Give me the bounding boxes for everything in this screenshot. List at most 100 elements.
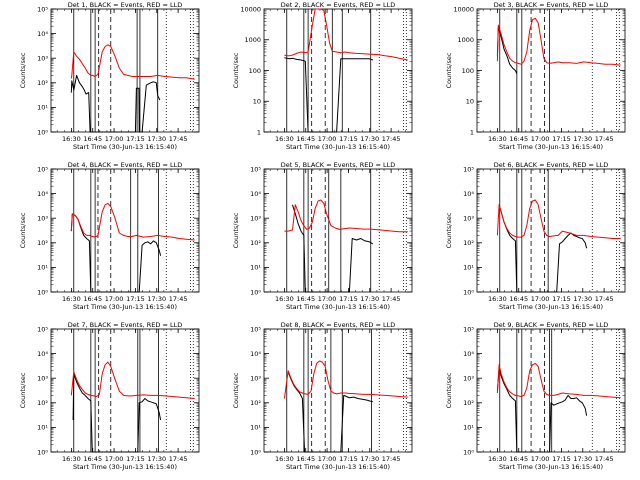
x-tick-label: 17:45 (595, 135, 614, 143)
chart-title: Det 5, BLACK = Events, RED = LLD (281, 161, 395, 169)
lld-series-line (496, 17, 621, 66)
lld-series-line (70, 202, 195, 241)
x-tick-label: 17:15 (339, 455, 358, 463)
y-tick-label: 10⁵ (463, 165, 474, 173)
panel-det-3: 1 10 100 1000 10000 16:30 16:45 17:00 17:15 17:30… (445, 1, 626, 151)
y-axis-label: Counts/sec (19, 372, 27, 408)
events-series-line (287, 371, 374, 453)
x-tick-label: 16:45 (83, 135, 102, 143)
x-tick-label: 17:15 (552, 295, 571, 303)
events-series-line (284, 57, 374, 133)
y-tick-label: 10⁴ (37, 190, 48, 198)
x-tick-label: 17:15 (339, 295, 358, 303)
y-tick-label: 10¹ (250, 264, 261, 272)
y-axis-label: Counts/sec (232, 372, 240, 408)
y-tick-label: 100 (249, 67, 261, 75)
chart-title: Det 3, BLACK = Events, RED = LLD (494, 1, 608, 9)
lld-series-line (283, 360, 408, 399)
y-tick-label: 10² (37, 399, 48, 407)
plot-frame (476, 328, 626, 453)
x-tick-label: 17:00 (531, 135, 550, 143)
y-axis-label: Counts/sec (445, 372, 453, 408)
x-tick-label: 17:30 (147, 455, 166, 463)
plot-frame (476, 168, 626, 293)
lld-series-line (496, 199, 621, 239)
x-tick-label: 17:45 (382, 135, 401, 143)
x-tick-label: 16:45 (509, 135, 528, 143)
y-tick-label: 10⁰ (463, 288, 474, 296)
x-axis-label: Start Time (30-Jun-13 16:15:40) (286, 463, 390, 471)
plot-frame (263, 328, 413, 453)
x-tick-label: 17:15 (339, 135, 358, 143)
y-tick-label: 1 (257, 128, 261, 136)
y-tick-label: 10¹ (37, 264, 48, 272)
y-tick-label: 10⁵ (37, 5, 48, 13)
x-tick-label: 17:00 (531, 295, 550, 303)
y-tick-label: 10⁰ (463, 448, 474, 456)
y-tick-label: 10⁴ (463, 350, 474, 358)
y-tick-label: 10 (253, 98, 261, 106)
panel-det-2: 1 10 100 1000 10000 16:30 16:45 17:00 17:15 17:30… (232, 1, 413, 151)
x-tick-label: 17:30 (360, 295, 379, 303)
lld-series-line (284, 199, 408, 233)
y-tick-label: 10¹ (37, 104, 48, 112)
y-tick-label: 1000 (244, 36, 261, 44)
x-tick-label: 16:45 (83, 455, 102, 463)
y-axis-label: Counts/sec (19, 52, 27, 88)
events-series-line (70, 213, 162, 293)
y-axis-label: Counts/sec (19, 212, 27, 248)
x-tick-label: 17:30 (573, 135, 592, 143)
chart-title: Det 1, BLACK = Events, RED = LLD (68, 1, 182, 9)
y-tick-label: 10⁰ (250, 288, 261, 296)
x-tick-label: 17:45 (169, 295, 188, 303)
events-series-line (292, 204, 374, 293)
events-series-line (70, 74, 161, 133)
y-tick-label: 10¹ (250, 424, 261, 432)
x-tick-label: 17:15 (552, 455, 571, 463)
x-tick-label: 17:45 (382, 295, 401, 303)
x-axis-label: Start Time (30-Jun-13 16:15:40) (73, 143, 177, 151)
chart-title: Det 9, BLACK = Events, RED = LLD (494, 321, 608, 329)
y-tick-label: 10⁵ (250, 325, 261, 333)
chart-title: Det 8, BLACK = Events, RED = LLD (281, 321, 395, 329)
x-tick-label: 17:45 (595, 455, 614, 463)
y-tick-label: 10⁰ (250, 448, 261, 456)
y-tick-label: 10³ (37, 375, 48, 383)
x-axis-label: Start Time (30-Jun-13 16:15:40) (286, 303, 390, 311)
y-tick-label: 10² (250, 239, 261, 247)
x-tick-label: 16:30 (488, 135, 507, 143)
x-axis-label: Start Time (30-Jun-13 16:15:40) (499, 143, 603, 151)
x-tick-label: 17:30 (573, 455, 592, 463)
x-tick-label: 17:45 (595, 295, 614, 303)
y-axis-label: Counts/sec (445, 52, 453, 88)
x-tick-label: 16:30 (62, 295, 81, 303)
x-tick-label: 16:45 (509, 295, 528, 303)
x-tick-label: 16:45 (296, 135, 315, 143)
y-tick-label: 10⁵ (250, 165, 261, 173)
y-tick-label: 10⁰ (37, 288, 48, 296)
x-tick-label: 17:30 (573, 295, 592, 303)
events-series-line (498, 204, 588, 293)
y-tick-label: 10² (463, 399, 474, 407)
y-tick-label: 10¹ (463, 264, 474, 272)
lld-series-line (496, 362, 621, 399)
plot-frame (50, 8, 200, 133)
lld-series-line (284, 8, 408, 61)
x-tick-label: 17:00 (318, 295, 337, 303)
y-tick-label: 10⁵ (37, 325, 48, 333)
x-tick-label: 16:30 (62, 135, 81, 143)
events-series-line (496, 367, 588, 453)
y-tick-label: 10² (463, 239, 474, 247)
x-tick-label: 17:15 (126, 295, 145, 303)
x-tick-label: 17:00 (105, 455, 124, 463)
x-tick-label: 17:30 (360, 455, 379, 463)
y-axis-label: Counts/sec (232, 212, 240, 248)
x-tick-label: 17:00 (105, 295, 124, 303)
x-tick-label: 16:30 (488, 295, 507, 303)
